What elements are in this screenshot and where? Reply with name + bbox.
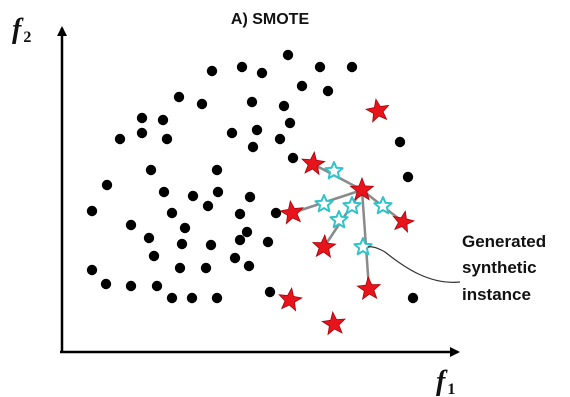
connector-lines — [291, 162, 404, 290]
majority-dot — [157, 114, 169, 126]
majority-dot — [206, 65, 218, 77]
majority-dot — [244, 191, 256, 203]
majority-dot — [262, 236, 274, 248]
synthetic-star — [353, 237, 373, 256]
majority-dot — [196, 98, 208, 110]
y-axis-subscript: 2 — [23, 29, 31, 46]
majority-dot — [211, 292, 223, 304]
majority-dot — [200, 262, 212, 274]
annotation-line-1: Generated — [462, 232, 546, 251]
majority-dot — [176, 238, 188, 250]
majority-dot — [278, 100, 290, 112]
majority-dot — [247, 141, 259, 153]
minority-star — [321, 310, 347, 336]
majority-dot — [270, 207, 282, 219]
connector-line — [360, 189, 371, 290]
minority-star — [349, 176, 375, 201]
synthetic-star — [373, 196, 393, 215]
majority-dot — [151, 280, 163, 292]
majority-dot — [234, 208, 246, 220]
majority-dot — [274, 133, 286, 145]
majority-dot — [125, 219, 137, 231]
minority-stars — [278, 98, 416, 336]
minority-star — [364, 98, 390, 123]
synthetic-star — [314, 194, 334, 213]
majority-dot — [174, 262, 186, 274]
annotation-line-2: synthetic — [462, 258, 537, 277]
majority-dot — [246, 96, 258, 108]
majority-dot — [205, 239, 217, 251]
synthetic-stars — [314, 161, 393, 256]
majority-dot — [212, 186, 224, 198]
y-axis-symbol: f — [12, 14, 24, 45]
majority-dot — [394, 136, 406, 148]
majority-dot — [101, 179, 113, 191]
majority-dot — [256, 67, 268, 79]
synthetic-star — [342, 196, 362, 215]
majority-dot — [264, 286, 276, 298]
majority-dot — [251, 124, 263, 136]
majority-dot — [173, 91, 185, 103]
majority-dot — [284, 117, 296, 129]
x-axis-subscript: 1 — [447, 381, 455, 397]
minority-star — [311, 233, 337, 259]
majority-dot — [186, 292, 198, 304]
majority-dot — [125, 280, 137, 292]
majority-dot — [234, 234, 246, 246]
synthetic-star — [324, 161, 344, 180]
majority-dot — [314, 61, 326, 73]
majority-dot — [148, 250, 160, 262]
majority-dot — [243, 260, 255, 272]
majority-dot — [346, 61, 358, 73]
majority-dot — [322, 85, 334, 97]
majority-dot — [282, 49, 294, 61]
majority-dot — [296, 80, 308, 92]
annotation-pointer — [367, 246, 461, 283]
minority-star — [278, 286, 303, 312]
annotation-line-3: instance — [462, 285, 531, 304]
axes — [57, 26, 460, 357]
majority-dot — [166, 207, 178, 219]
majority-dot — [143, 232, 155, 244]
majority-dot — [402, 171, 414, 183]
minority-star — [300, 150, 326, 176]
majority-dot — [287, 152, 299, 164]
majority-dot — [86, 205, 98, 217]
majority-dot — [136, 112, 148, 124]
minority-star — [356, 275, 382, 301]
majority-dots — [86, 49, 419, 304]
majority-dot — [229, 252, 241, 264]
majority-dot — [202, 200, 214, 212]
x-axis-symbol: f — [436, 366, 448, 397]
majority-dot — [241, 226, 253, 238]
majority-dot — [226, 127, 238, 139]
majority-dot — [179, 222, 191, 234]
majority-dot — [407, 292, 419, 304]
majority-dot — [211, 164, 223, 176]
minority-star — [392, 210, 416, 234]
minority-star — [279, 199, 304, 225]
majority-dot — [161, 133, 173, 145]
majority-dot — [166, 292, 178, 304]
synthetic-star — [329, 210, 349, 229]
diagram-title: A) SMOTE — [231, 11, 310, 28]
majority-dot — [86, 264, 98, 276]
majority-dot — [145, 164, 157, 176]
majority-dot — [158, 186, 170, 198]
majority-dot — [187, 190, 199, 202]
majority-dot — [136, 127, 148, 139]
majority-dot — [114, 133, 126, 145]
majority-dot — [236, 61, 248, 73]
majority-dot — [100, 278, 112, 290]
